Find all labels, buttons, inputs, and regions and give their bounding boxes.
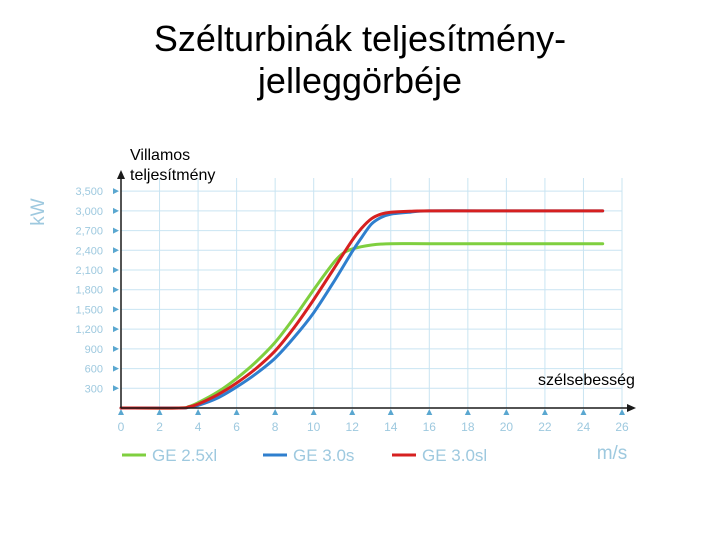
legend-label: GE 2.5xl bbox=[152, 446, 217, 465]
y-tick-marker bbox=[113, 267, 119, 273]
legend-label: GE 3.0s bbox=[293, 446, 354, 465]
x-tick-label: 2 bbox=[156, 420, 163, 434]
y-tick-marker bbox=[113, 345, 119, 352]
y-tick-label: 600 bbox=[85, 364, 103, 376]
y-tick-marker bbox=[113, 207, 119, 214]
x-tick-label: 14 bbox=[384, 420, 398, 434]
series-line bbox=[119, 242, 605, 410]
y-tick-label: 2,100 bbox=[75, 265, 103, 277]
x-tick-marker bbox=[195, 409, 202, 415]
x-axis-ticks: 0 2 4 6 8 10 12 14 16 18 20 22 24 26 bbox=[118, 409, 629, 434]
y-tick-label: 3,500 bbox=[75, 186, 103, 198]
grid bbox=[120, 178, 623, 408]
y-tick-marker bbox=[113, 385, 119, 392]
series-line bbox=[119, 209, 605, 410]
legend-label: GE 3.0sl bbox=[422, 446, 487, 465]
x-tick-label: 26 bbox=[615, 420, 629, 434]
y-tick-marker bbox=[113, 365, 119, 372]
x-tick-marker bbox=[156, 409, 163, 415]
x-tick-marker bbox=[387, 409, 394, 415]
x-tick-marker bbox=[118, 409, 124, 415]
slide-title-line2: jelleggörbéje bbox=[257, 60, 463, 101]
y-axis-arrow bbox=[117, 170, 125, 179]
x-tick-marker bbox=[349, 409, 356, 415]
x-tick-label: 18 bbox=[461, 420, 475, 434]
x-tick-label: 22 bbox=[538, 420, 552, 434]
x-tick-marker bbox=[619, 409, 625, 415]
y-axis-annotation: Villamos teljesítmény bbox=[130, 146, 215, 186]
y-tick-label: 2,400 bbox=[75, 245, 103, 257]
y-axis-ticks: 300 600 900 1,200 1,500 1,800 2,100 2,400 2,700 3… bbox=[75, 186, 119, 395]
y-tick-marker bbox=[113, 247, 119, 254]
x-tick-label: 8 bbox=[272, 420, 279, 434]
slide-title: Szélturbinák teljesítmény- jelleggörbéje bbox=[0, 18, 720, 102]
x-tick-label: 6 bbox=[233, 420, 240, 434]
x-tick-marker bbox=[580, 409, 587, 415]
x-axis-label: m/s bbox=[597, 443, 628, 464]
y-tick-label: 3,000 bbox=[75, 206, 103, 218]
y-tick-marker bbox=[113, 326, 119, 333]
y-axis-label: kW bbox=[28, 198, 49, 226]
x-tick-marker bbox=[541, 409, 548, 415]
x-tick-label: 12 bbox=[346, 420, 360, 434]
x-tick-marker bbox=[426, 409, 433, 415]
x-tick-marker bbox=[503, 409, 510, 415]
x-axis-arrow bbox=[627, 404, 636, 412]
y-tick-marker bbox=[113, 188, 119, 195]
x-tick-marker bbox=[464, 409, 471, 415]
x-tick-label: 16 bbox=[423, 420, 437, 434]
y-annotation-line1: Villamos bbox=[130, 147, 191, 164]
slide-title-line1: Szélturbinák teljesítmény- bbox=[153, 18, 567, 59]
x-tick-label: 20 bbox=[500, 420, 514, 434]
y-tick-marker bbox=[113, 286, 119, 293]
x-tick-marker bbox=[233, 409, 240, 415]
x-tick-label: 24 bbox=[577, 420, 591, 434]
x-tick-label: 4 bbox=[195, 420, 202, 434]
y-tick-label: 300 bbox=[85, 383, 103, 395]
x-tick-marker bbox=[310, 409, 317, 415]
y-tick-label: 1,200 bbox=[75, 324, 103, 336]
y-tick-label: 2,700 bbox=[75, 226, 103, 238]
axes bbox=[117, 170, 636, 412]
x-tick-label: 0 bbox=[118, 420, 125, 434]
y-tick-label: 1,800 bbox=[75, 285, 103, 297]
y-tick-marker bbox=[113, 227, 119, 234]
legend: GE 2.5xl GE 3.0s GE 3.0sl bbox=[122, 446, 487, 465]
y-tick-marker bbox=[113, 306, 119, 313]
series-lines bbox=[119, 209, 605, 410]
y-annotation-line2: teljesítmény bbox=[130, 167, 216, 184]
y-tick-label: 1,500 bbox=[75, 304, 103, 316]
x-tick-marker bbox=[272, 409, 279, 415]
x-axis-annotation: szélsebesség bbox=[538, 372, 635, 389]
x-tick-label: 10 bbox=[307, 420, 321, 434]
y-tick-label: 900 bbox=[85, 344, 103, 356]
